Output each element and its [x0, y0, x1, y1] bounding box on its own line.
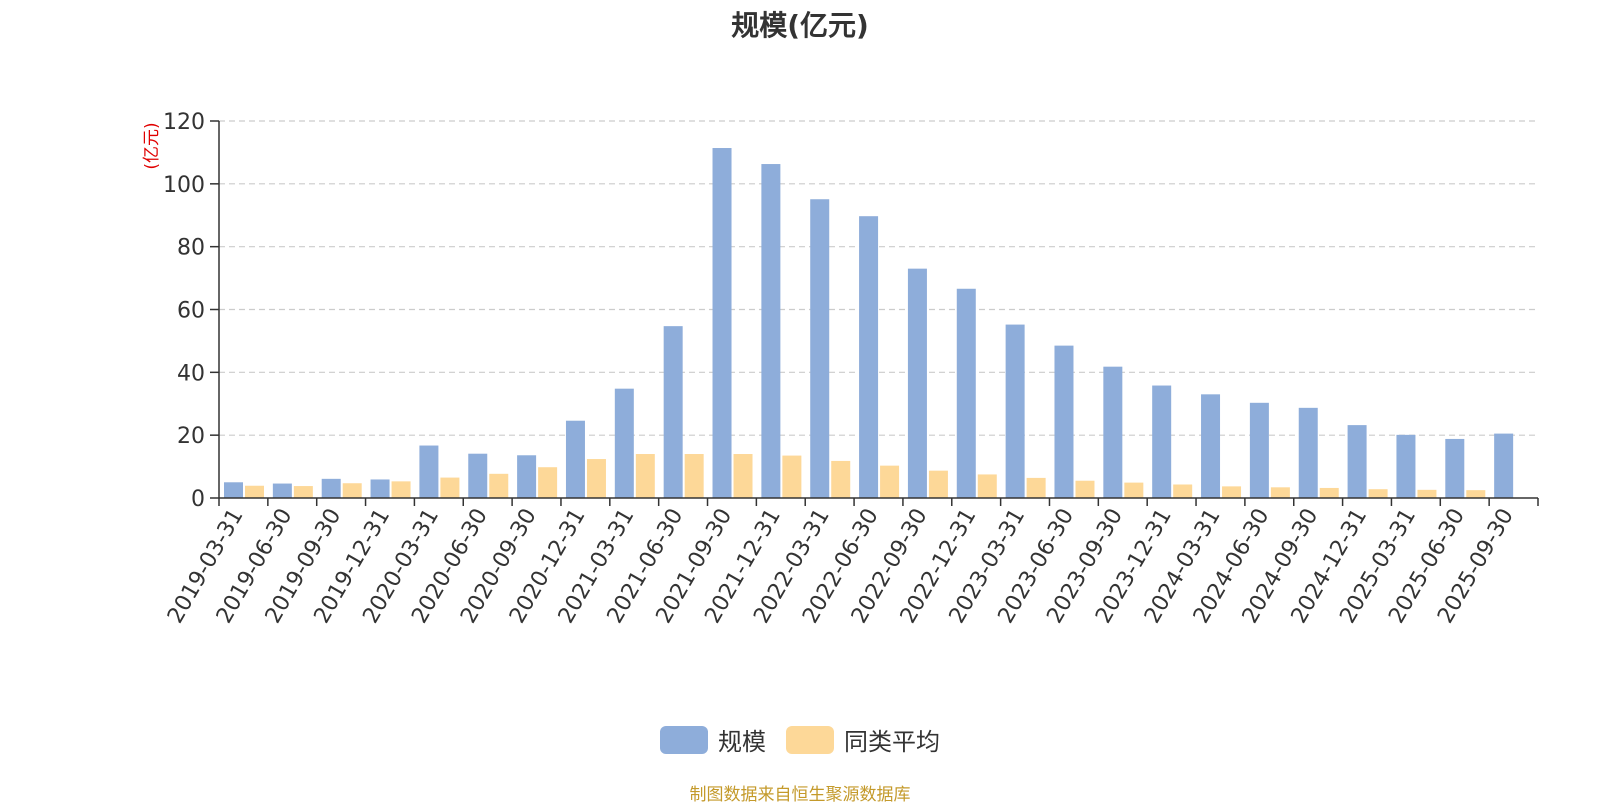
grid-lines: [210, 120, 1538, 499]
y-tick-labels: 0 20 40 60 80 100 120: [163, 110, 205, 512]
bar-scale: [1445, 438, 1465, 498]
bar-scale: [1347, 425, 1367, 498]
bar-scale: [761, 164, 781, 498]
legend-swatch-scale: [660, 725, 708, 754]
bar-peer-average: [1368, 489, 1388, 498]
legend-item-peer-average[interactable]: 同类平均: [786, 722, 940, 757]
bar-scale: [663, 326, 683, 498]
axes: [218, 121, 1539, 506]
y-tick-label: 120: [163, 110, 205, 135]
bar-scale: [468, 453, 488, 498]
y-tick-label: 40: [177, 361, 205, 386]
bar-peer-average: [1026, 477, 1046, 498]
legend-item-scale[interactable]: 规模: [660, 722, 766, 757]
bar-peer-average: [928, 470, 948, 498]
bar-scale: [1201, 394, 1221, 498]
bar-scale: [517, 455, 537, 498]
bar-peer-average: [635, 454, 655, 498]
legend-label-scale: 规模: [718, 728, 766, 756]
bar-scale: [810, 199, 830, 499]
chart-title: 规模(亿元): [731, 9, 869, 42]
y-tick-label: 20: [177, 424, 205, 449]
bar-scale: [956, 288, 976, 498]
y-tick-label: 80: [177, 236, 205, 261]
bar-scale: [321, 478, 341, 498]
bar-peer-average: [245, 485, 264, 498]
y-tick-label: 0: [191, 487, 205, 512]
bar-scale: [1494, 433, 1514, 498]
y-tick-label: 100: [163, 173, 205, 198]
bar-scale: [1298, 407, 1318, 498]
legend: 规模 同类平均: [0, 722, 1600, 757]
x-tick-labels: 2019-03-312019-06-302019-09-302019-12-31…: [163, 504, 1519, 627]
bar-peer-average: [1270, 487, 1290, 498]
bar-scale: [224, 482, 243, 498]
bar-peer-average: [831, 460, 851, 498]
y-tick-label: 60: [177, 299, 205, 324]
bar-scale: [1249, 402, 1269, 498]
bar-scale: [272, 483, 292, 498]
bar-scale: [1054, 345, 1074, 498]
bar-scale: [1152, 385, 1172, 498]
bar-peer-average: [1466, 490, 1486, 498]
bar-scale: [370, 479, 390, 498]
bar-peer-average: [586, 459, 606, 498]
bar-scale: [1103, 366, 1123, 498]
bar-peer-average: [684, 454, 704, 498]
bar-scale: [614, 388, 634, 498]
bar-peer-average: [293, 486, 313, 498]
bar-peer-average: [342, 483, 362, 498]
bars: [224, 148, 1514, 499]
legend-swatch-peer-average: [786, 725, 834, 754]
bar-peer-average: [391, 481, 411, 498]
bar-scale: [1396, 434, 1416, 498]
bar-scale: [712, 148, 732, 499]
bar-peer-average: [1124, 482, 1144, 498]
data-source-note: 制图数据来自恒生聚源数据库: [689, 785, 911, 805]
bar-scale: [1005, 324, 1025, 498]
bar-scale: [859, 216, 879, 498]
bar-peer-average: [977, 474, 997, 498]
bar-scale: [419, 445, 439, 498]
bar-scale: [907, 268, 927, 498]
bar-scale: [565, 420, 585, 498]
bar-peer-average: [733, 454, 753, 498]
bar-peer-average: [1075, 480, 1095, 498]
bar-peer-average: [1222, 486, 1242, 498]
bar-peer-average: [538, 467, 558, 498]
bar-peer-average: [1319, 487, 1339, 498]
bar-peer-average: [489, 473, 509, 498]
bar-peer-average: [1417, 489, 1437, 498]
bar-peer-average: [782, 455, 802, 498]
legend-label-peer-average: 同类平均: [844, 728, 940, 756]
bar-peer-average: [1173, 484, 1193, 498]
bar-peer-average: [440, 477, 460, 498]
y-axis-unit-label: (亿元): [142, 122, 162, 169]
bar-peer-average: [880, 465, 900, 498]
